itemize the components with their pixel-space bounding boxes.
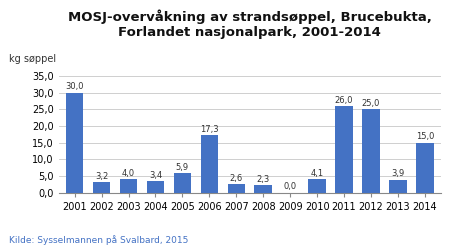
- Bar: [174, 173, 191, 193]
- Text: 4,1: 4,1: [310, 169, 324, 178]
- Text: Kilde: Sysselmannen på Svalbard, 2015: Kilde: Sysselmannen på Svalbard, 2015: [9, 235, 189, 245]
- Text: MOSJ-overvåkning av strandsøppel, Brucebukta,
Forlandet nasjonalpark, 2001-2014: MOSJ-overvåkning av strandsøppel, Bruceb…: [68, 10, 432, 40]
- Text: 0,0: 0,0: [284, 182, 297, 191]
- Bar: [416, 143, 434, 193]
- Bar: [93, 182, 110, 193]
- Bar: [147, 181, 164, 193]
- Bar: [308, 179, 326, 193]
- Text: 26,0: 26,0: [335, 96, 353, 104]
- Text: 17,3: 17,3: [200, 124, 219, 134]
- Text: 5,9: 5,9: [176, 163, 189, 172]
- Text: 15,0: 15,0: [416, 132, 434, 141]
- Text: kg søppel: kg søppel: [9, 54, 56, 64]
- Bar: [120, 179, 137, 193]
- Bar: [389, 180, 407, 193]
- Bar: [335, 106, 353, 193]
- Text: 2,3: 2,3: [256, 175, 270, 184]
- Bar: [362, 109, 380, 193]
- Bar: [201, 135, 218, 193]
- Text: 3,9: 3,9: [392, 169, 405, 178]
- Text: 3,4: 3,4: [149, 171, 162, 180]
- Text: 30,0: 30,0: [65, 82, 84, 91]
- Bar: [66, 93, 83, 193]
- Text: 25,0: 25,0: [362, 99, 380, 108]
- Text: 4,0: 4,0: [122, 169, 135, 178]
- Bar: [228, 184, 245, 193]
- Bar: [254, 185, 272, 193]
- Text: 2,6: 2,6: [230, 174, 243, 183]
- Text: 3,2: 3,2: [95, 172, 108, 181]
